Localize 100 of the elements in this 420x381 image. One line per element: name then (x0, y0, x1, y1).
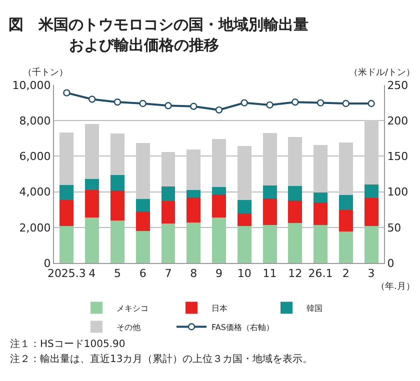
bar (136, 199, 150, 212)
point (164, 102, 172, 110)
bar (60, 200, 74, 226)
x-tick-label: 10 (237, 267, 252, 280)
bar (60, 185, 74, 200)
bar (186, 190, 201, 198)
y2-tick-label: 200 (387, 114, 408, 128)
bar (161, 186, 176, 202)
bar (314, 192, 328, 202)
point (114, 98, 122, 106)
bar (212, 194, 226, 218)
x-tick-label: 9 (216, 267, 222, 280)
bar (314, 224, 328, 263)
legend-label: 韓国 (306, 304, 322, 313)
x-tick-label: 3 (368, 267, 375, 280)
point (139, 100, 146, 108)
y-tick-label: 2,000 (19, 221, 51, 234)
legend-label: メキシコ (116, 304, 148, 313)
x-tick-label: 7 (164, 267, 172, 280)
point (316, 99, 324, 106)
bar (136, 230, 150, 263)
bar (338, 210, 353, 232)
bar (136, 143, 150, 200)
bar (212, 138, 226, 187)
bar (161, 152, 176, 187)
x-tick-label: 8 (190, 267, 198, 280)
chart-title: 図 米国のトウモロコシの国・地域別輸出量 (8, 16, 308, 34)
bar (338, 142, 353, 195)
y2-tick-label: 250 (387, 78, 408, 92)
x-tick-label: 6 (139, 267, 146, 280)
bar (85, 190, 100, 218)
bar (186, 198, 201, 222)
bar (110, 220, 124, 263)
bar (237, 200, 252, 214)
y-tick-label: 8,000 (19, 114, 51, 128)
point (266, 101, 274, 109)
point (240, 99, 248, 106)
x-tick-label: 26.1 (308, 267, 333, 280)
bar (314, 202, 328, 225)
bar (110, 190, 124, 220)
bar (237, 146, 252, 200)
bar (288, 136, 302, 186)
bar (212, 186, 226, 195)
bar (85, 217, 100, 263)
bar (110, 174, 124, 191)
bar (364, 184, 378, 198)
bar (262, 224, 277, 263)
y2-tick-label: 50 (387, 221, 402, 234)
bar (237, 226, 252, 263)
point (63, 89, 70, 96)
bar (85, 124, 100, 180)
bar (338, 231, 353, 263)
bar (364, 226, 378, 263)
y-tick-label: 6,000 (19, 150, 51, 164)
bar (314, 145, 328, 192)
y2-axis-title: （米ドル/トン） (349, 67, 416, 78)
point (215, 106, 223, 114)
legend-label: FAS価格（右軸） (212, 322, 274, 332)
bar (364, 120, 378, 185)
y2-tick-label: 150 (387, 150, 408, 164)
bar (60, 226, 74, 263)
bar (136, 211, 150, 231)
x-tick-label: 2 (342, 267, 350, 280)
x-tick-label: 2025.3 (47, 267, 86, 280)
bar (186, 222, 201, 263)
x-tick-label: 11 (262, 267, 277, 280)
y-tick-label: 0 (44, 256, 51, 270)
point (342, 100, 350, 108)
y-tick-label: 4,000 (19, 186, 51, 199)
chart-subtitle: および輸出価格の推移 (69, 36, 219, 54)
bar (161, 201, 176, 224)
bar (237, 213, 252, 226)
bar (364, 198, 378, 226)
bar (186, 149, 201, 190)
x-tick-label: 12 (288, 267, 302, 280)
bar (288, 200, 302, 224)
bar (262, 198, 277, 225)
bar (85, 179, 100, 190)
point (190, 102, 198, 110)
x-axis-title: （年.月） (376, 281, 415, 292)
legend-label: その他 (116, 322, 140, 332)
bar (288, 186, 302, 200)
y2-tick-label: 0 (387, 256, 394, 270)
bar (262, 133, 277, 186)
x-tick-label: 4 (88, 267, 96, 280)
point (88, 96, 96, 103)
point (368, 100, 375, 108)
y-tick-label: 10,000 (12, 78, 51, 92)
legend-label: 日本 (212, 304, 228, 313)
text: 注１：HSコード1005.90 (10, 338, 126, 350)
y-axis-title: （千トン） (23, 67, 68, 78)
bar (338, 194, 353, 210)
bar (60, 132, 74, 186)
point (292, 98, 299, 106)
x-tick-label: 5 (114, 267, 121, 280)
bar (161, 224, 176, 263)
bar (262, 185, 277, 199)
bar (288, 223, 302, 263)
bar (110, 133, 124, 175)
bar (212, 217, 226, 263)
